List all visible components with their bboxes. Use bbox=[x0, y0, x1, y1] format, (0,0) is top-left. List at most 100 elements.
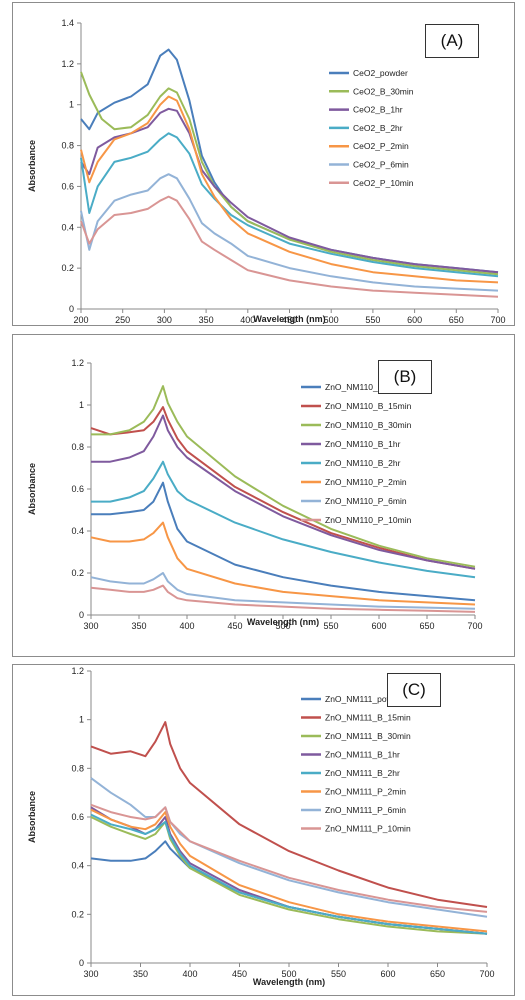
x-axis-title: Wavelength (nm) bbox=[253, 314, 325, 324]
legend-label: ZnO_NM110_P_2min bbox=[325, 477, 407, 487]
series-line-ceo2-p-10min bbox=[80, 195, 499, 298]
y-tick-label: 1 bbox=[79, 400, 84, 410]
x-tick-label: 400 bbox=[240, 315, 255, 325]
legend-label: ZnO_NM111_P_6min bbox=[325, 805, 406, 815]
y-tick-label: 1.2 bbox=[61, 59, 74, 69]
y-tick-label: 0.8 bbox=[71, 763, 84, 773]
x-tick-label: 200 bbox=[73, 315, 88, 325]
x-tick-label: 700 bbox=[490, 315, 505, 325]
x-tick-label: 450 bbox=[232, 969, 247, 979]
chart-panel-b: 0 0.2 0.4 0.6 0.8 1 1.2 300 350 400 450 500 550 600 65… bbox=[12, 334, 515, 657]
series-line-zno-nm111-b-2hr bbox=[90, 813, 488, 935]
series-line-zno-nm110-b-15min bbox=[90, 406, 476, 570]
legend-label: ZnO_NM111_B_15min bbox=[325, 713, 411, 723]
series-line-zno-nm110-b-2hr bbox=[91, 460, 476, 579]
x-tick-label: 350 bbox=[131, 621, 146, 631]
x-tick-label: 600 bbox=[371, 621, 386, 631]
legend-label: ZnO_NM111_B_30min bbox=[325, 731, 411, 741]
y-tick-label: 1.2 bbox=[71, 358, 84, 368]
x-tick-label: 650 bbox=[430, 969, 445, 979]
legend-label: CeO2_powder bbox=[353, 68, 408, 78]
legend-label: ZnO_NM110_B_1hr bbox=[325, 439, 401, 449]
legend-label: ZnO_NM111_B_2hr bbox=[325, 768, 400, 778]
chart-b-svg: 0 0.2 0.4 0.6 0.8 1 1.2 300 350 400 450 500 550 600 65… bbox=[27, 358, 483, 631]
y-tick-label: 0.6 bbox=[61, 181, 74, 191]
x-tick-label: 700 bbox=[467, 621, 482, 631]
x-tick-label: 500 bbox=[275, 621, 290, 631]
y-tick-label: 0.4 bbox=[71, 526, 84, 536]
x-tick-label: 300 bbox=[83, 969, 98, 979]
x-tick-label: 550 bbox=[331, 969, 346, 979]
y-axis-title: Absorbance bbox=[27, 791, 37, 843]
chart-panel-c: 0 0.2 0.4 0.6 0.8 1 1.2 300 350 400 450 500 550 600 65… bbox=[12, 664, 515, 996]
y-tick-label: 0.2 bbox=[61, 263, 74, 273]
series-line-ceo2-p-6min bbox=[80, 173, 499, 292]
y-tick-label: 0.4 bbox=[61, 222, 74, 232]
legend-label: CeO2_P_2min bbox=[353, 141, 409, 151]
series-line-zno-nm110-b-1hr bbox=[91, 414, 476, 570]
x-tick-label: 300 bbox=[83, 621, 98, 631]
legend-label: ZnO_NM110_P_10min bbox=[325, 515, 412, 525]
legend-label: ZnO_NM111_powder bbox=[325, 694, 405, 704]
x-tick-label: 700 bbox=[479, 969, 494, 979]
y-tick-label: 0.2 bbox=[71, 568, 84, 578]
legend-label: CeO2_P_6min bbox=[353, 160, 409, 170]
y-tick-label: 1 bbox=[69, 100, 74, 110]
x-tick-label: 450 bbox=[282, 315, 297, 325]
series-line-zno-nm111-b-15min bbox=[90, 721, 488, 908]
x-tick-label: 300 bbox=[157, 315, 172, 325]
chart-panel-a: 0 0.2 0.4 0.6 0.8 1 1.2 1.4 200 250 300 350 400 450 50… bbox=[12, 2, 515, 326]
series-line-zno-nm111-powder bbox=[90, 840, 488, 935]
y-tick-label: 0.2 bbox=[71, 909, 84, 919]
y-tick-label: 1 bbox=[79, 715, 84, 725]
x-tick-label: 350 bbox=[133, 969, 148, 979]
y-tick-label: 0.6 bbox=[71, 812, 84, 822]
y-tick-label: 0 bbox=[69, 304, 74, 314]
legend-label: ZnO_NM110_B_15min bbox=[325, 401, 412, 411]
y-tick-label: 0.4 bbox=[71, 861, 84, 871]
series-line-zno-nm110-p-2min bbox=[90, 521, 476, 606]
y-axis-title: Absorbance bbox=[27, 140, 37, 192]
y-tick-label: 0.8 bbox=[61, 141, 74, 151]
legend-label: ZnO_NM111_B_1hr bbox=[325, 750, 400, 760]
x-tick-label: 650 bbox=[449, 315, 464, 325]
x-tick-label: 350 bbox=[199, 315, 214, 325]
y-tick-label: 0.6 bbox=[71, 484, 84, 494]
x-tick-label: 400 bbox=[179, 621, 194, 631]
series-line-ceo2-b-30min bbox=[80, 71, 499, 276]
x-tick-label: 550 bbox=[323, 621, 338, 631]
x-tick-label: 600 bbox=[380, 969, 395, 979]
y-tick-label: 0 bbox=[79, 610, 84, 620]
x-tick-label: 600 bbox=[407, 315, 422, 325]
legend-label: CeO2_B_1hr bbox=[353, 105, 403, 115]
series-line-zno-nm111-b-30min bbox=[90, 816, 488, 935]
y-tick-label: 0 bbox=[79, 958, 84, 968]
x-tick-label: 500 bbox=[281, 969, 296, 979]
panel-label-b: (B) bbox=[378, 360, 432, 394]
series-line-zno-nm111-p-2min bbox=[90, 808, 488, 933]
series-line-zno-nm110-p-10min bbox=[90, 584, 476, 613]
legend-label: ZnO_NM110_P_6min bbox=[325, 496, 407, 506]
legend-label: ZnO_NM111_P_2min bbox=[325, 787, 406, 797]
y-axis-title: Absorbance bbox=[27, 463, 37, 515]
y-tick-label: 0.8 bbox=[71, 442, 84, 452]
series-line-zno-nm111-p-6min bbox=[90, 777, 488, 918]
x-tick-label: 500 bbox=[324, 315, 339, 325]
y-tick-label: 1.4 bbox=[61, 18, 74, 28]
x-tick-label: 450 bbox=[227, 621, 242, 631]
panel-label-c: (C) bbox=[387, 673, 441, 707]
x-axis-title: Wavelength (nm) bbox=[253, 977, 325, 987]
series-line-zno-nm110-powder bbox=[91, 481, 476, 602]
legend-label: ZnO_NM110_powder bbox=[325, 382, 406, 392]
legend-label: ZnO_NM110_B_2hr bbox=[325, 458, 401, 468]
x-tick-label: 550 bbox=[365, 315, 380, 325]
series-line-ceo2-p-2min bbox=[80, 95, 499, 284]
series-line-zno-nm110-b-30min bbox=[91, 385, 476, 568]
legend-label: CeO2_B_2hr bbox=[353, 123, 403, 133]
x-tick-label: 650 bbox=[419, 621, 434, 631]
x-axis-title: Wavelength (nm) bbox=[247, 617, 319, 627]
chart-a-svg: 0 0.2 0.4 0.6 0.8 1 1.2 1.4 200 250 300 350 400 450 50… bbox=[27, 18, 506, 325]
legend-label: ZnO_NM111_P_10min bbox=[325, 824, 411, 834]
y-tick-label: 1.2 bbox=[71, 666, 84, 676]
series-line-ceo2-b-2hr bbox=[80, 132, 499, 278]
